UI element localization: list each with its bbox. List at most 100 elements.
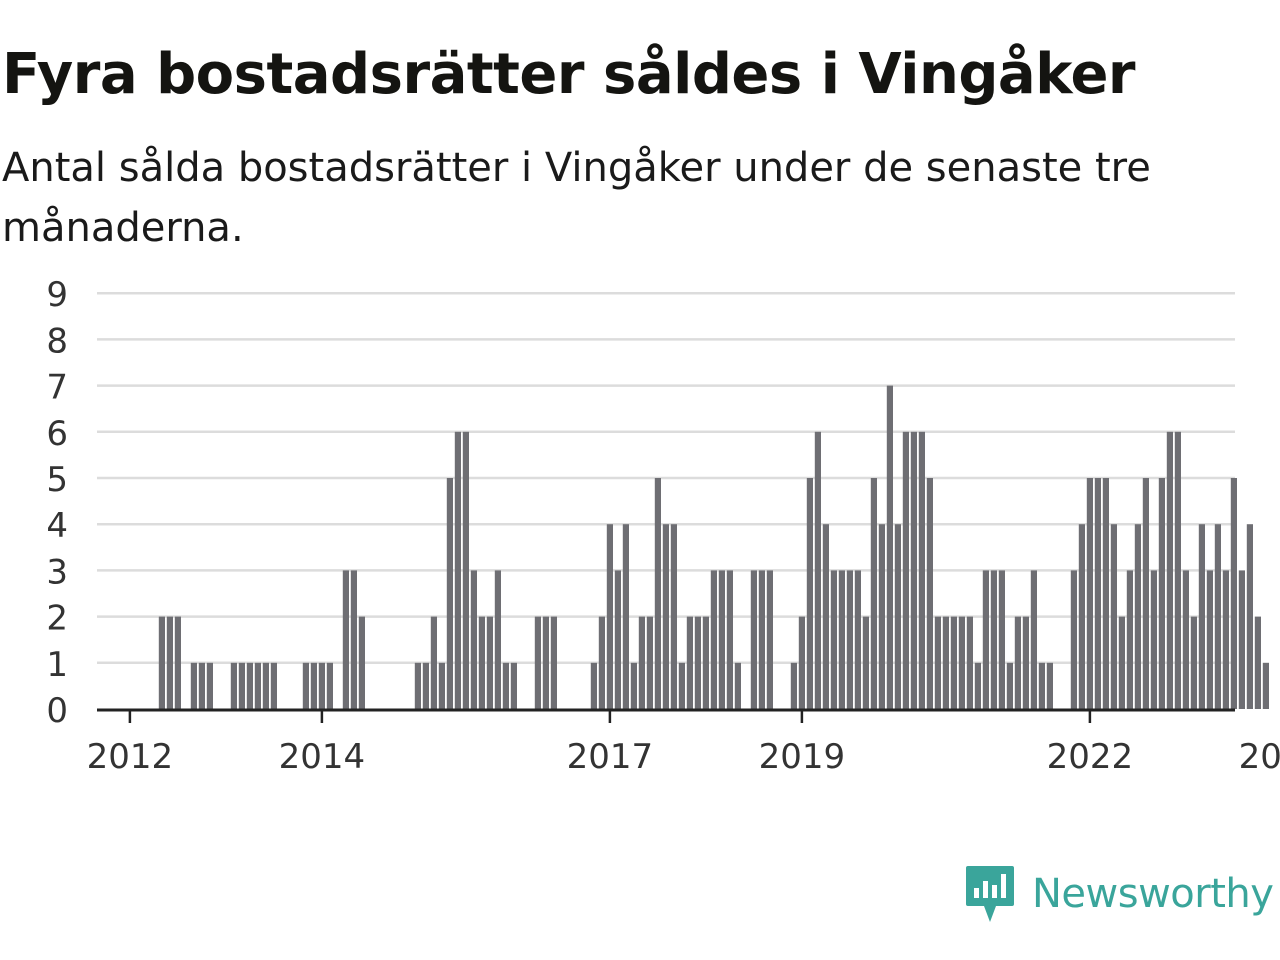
bar: [606, 524, 613, 709]
y-tick-label: 8: [46, 321, 68, 361]
bar: [830, 570, 837, 709]
bar: [206, 662, 213, 709]
bar: [1046, 662, 1053, 709]
x-tick-label: 2014: [279, 737, 366, 777]
chart-subtitle: Antal sålda bostadsrätter i Vingåker und…: [2, 145, 1151, 251]
bar: [238, 662, 245, 709]
bar: [1206, 570, 1213, 709]
bar: [1198, 524, 1205, 709]
bar: [486, 616, 493, 709]
bar: [766, 570, 773, 709]
y-tick-label: 2: [46, 599, 68, 639]
bar: [454, 431, 461, 709]
bar: [254, 662, 261, 709]
bar: [326, 662, 333, 709]
bar: [174, 616, 181, 709]
bar: [894, 524, 901, 709]
bar: [614, 570, 621, 709]
x-tick-label: 2012: [87, 737, 174, 777]
bar: [1094, 478, 1101, 709]
y-tick-label: 6: [46, 414, 68, 454]
bar: [918, 431, 925, 709]
bar: [1078, 524, 1085, 709]
bar: [726, 570, 733, 709]
bar: [478, 616, 485, 709]
chart-title: Fyra bostadsrätter såldes i Vingåker: [2, 42, 1136, 107]
bar: [230, 662, 237, 709]
bar: [246, 662, 253, 709]
bar: [678, 662, 685, 709]
bar: [542, 616, 549, 709]
bar: [1126, 570, 1133, 709]
bar: [302, 662, 309, 709]
bar: [430, 616, 437, 709]
y-tick-label: 5: [46, 460, 68, 500]
bar: [342, 570, 349, 709]
bar-series: [158, 385, 1269, 709]
bar: [958, 616, 965, 709]
y-axis-ticks: 0 1 2 3 4 5 6 7 8 9: [46, 275, 68, 731]
bar: [422, 662, 429, 709]
x-tick-label: 2022: [1047, 737, 1134, 777]
bar: [262, 662, 269, 709]
bar: [158, 616, 165, 709]
bar: [1118, 616, 1125, 709]
bar: [1030, 570, 1037, 709]
bar: [838, 570, 845, 709]
bar: [862, 616, 869, 709]
bar: [662, 524, 669, 709]
bar: [950, 616, 957, 709]
bar: [998, 570, 1005, 709]
bar: [470, 570, 477, 709]
bar: [166, 616, 173, 709]
bar: [934, 616, 941, 709]
x-tick-label: 2019: [759, 737, 846, 777]
bar: [686, 616, 693, 709]
bar: [734, 662, 741, 709]
bar: [638, 616, 645, 709]
bar: [1166, 431, 1173, 709]
bar: [1134, 524, 1141, 709]
bar: [694, 616, 701, 709]
bar: [974, 662, 981, 709]
bar: [358, 616, 365, 709]
bar: [1222, 570, 1229, 709]
bar: [630, 662, 637, 709]
bar: [438, 662, 445, 709]
bar: [590, 662, 597, 709]
bar: [1150, 570, 1157, 709]
bar: [622, 524, 629, 709]
bar: [310, 662, 317, 709]
bar: [758, 570, 765, 709]
bar: [494, 570, 501, 709]
bar: [846, 570, 853, 709]
bar: [534, 616, 541, 709]
y-tick-label: 7: [46, 368, 68, 408]
brand-name: Newsworthy: [1032, 871, 1274, 917]
bar: [1230, 478, 1237, 709]
bar: [1142, 478, 1149, 709]
bar: [1174, 431, 1181, 709]
bar: [926, 478, 933, 709]
bar: [870, 478, 877, 709]
bar: [1022, 616, 1029, 709]
bar: [1070, 570, 1077, 709]
bar: [198, 662, 205, 709]
bar: [910, 431, 917, 709]
bar: [806, 478, 813, 709]
bar: [598, 616, 605, 709]
bar: [350, 570, 357, 709]
bar: [790, 662, 797, 709]
bar: [814, 431, 821, 709]
bar: [798, 616, 805, 709]
bar: [718, 570, 725, 709]
bar: [646, 616, 653, 709]
bar: [654, 478, 661, 709]
bar: [1238, 570, 1245, 709]
y-tick-label: 3: [46, 552, 68, 592]
bar: [1246, 524, 1253, 709]
x-axis-ticks: 2012 2014 2017 2019 2022 2024: [87, 711, 1280, 777]
bar: [446, 478, 453, 709]
bar: [670, 524, 677, 709]
